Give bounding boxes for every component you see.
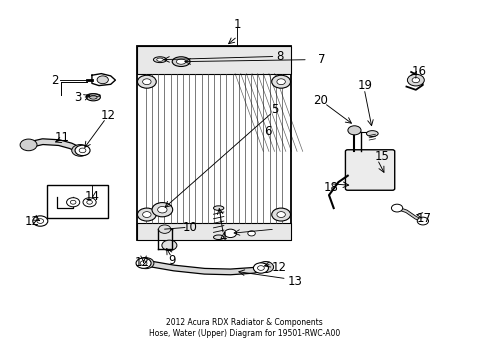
Text: 12: 12 <box>135 256 150 269</box>
Text: 3: 3 <box>74 91 81 104</box>
Circle shape <box>142 79 151 85</box>
Text: 2: 2 <box>51 73 58 87</box>
Circle shape <box>136 258 151 268</box>
Text: 20: 20 <box>312 94 327 107</box>
Text: 8: 8 <box>276 50 284 63</box>
Ellipse shape <box>156 58 163 61</box>
Circle shape <box>137 75 156 88</box>
Ellipse shape <box>172 57 190 67</box>
Text: 2012 Acura RDX Radiator & Components
Hose, Water (Upper) Diagram for 19501-RWC-A: 2012 Acura RDX Radiator & Components Hos… <box>148 318 340 338</box>
Text: 6: 6 <box>264 125 271 139</box>
Text: 14: 14 <box>84 190 99 203</box>
Ellipse shape <box>86 94 100 101</box>
Circle shape <box>162 240 177 251</box>
Circle shape <box>142 212 151 217</box>
Text: 9: 9 <box>168 254 175 267</box>
Ellipse shape <box>213 235 224 239</box>
Circle shape <box>157 207 167 213</box>
Circle shape <box>37 219 43 223</box>
Text: 16: 16 <box>411 65 426 78</box>
Circle shape <box>158 225 170 233</box>
Text: 5: 5 <box>271 103 278 116</box>
Circle shape <box>247 231 255 236</box>
Circle shape <box>271 208 290 221</box>
Circle shape <box>72 145 88 156</box>
Text: 1: 1 <box>233 18 241 31</box>
Circle shape <box>83 198 96 207</box>
Circle shape <box>20 139 37 151</box>
Circle shape <box>75 145 90 156</box>
Circle shape <box>257 261 273 273</box>
Circle shape <box>97 76 108 84</box>
Circle shape <box>70 200 76 204</box>
Circle shape <box>347 126 360 135</box>
Bar <box>47 185 108 218</box>
FancyBboxPatch shape <box>345 150 394 190</box>
Circle shape <box>152 203 172 217</box>
Text: 12: 12 <box>25 215 40 228</box>
Ellipse shape <box>176 59 185 64</box>
Circle shape <box>253 263 268 273</box>
Circle shape <box>224 229 236 238</box>
Ellipse shape <box>153 57 166 63</box>
Text: 15: 15 <box>374 150 388 163</box>
Text: 11: 11 <box>55 131 70 144</box>
Circle shape <box>257 266 264 270</box>
Circle shape <box>411 77 419 83</box>
Circle shape <box>79 148 86 153</box>
Circle shape <box>140 261 147 265</box>
Text: 10: 10 <box>183 221 198 234</box>
Ellipse shape <box>89 95 97 99</box>
Bar <box>136 222 291 240</box>
Circle shape <box>407 74 424 86</box>
Circle shape <box>137 208 156 221</box>
Bar <box>136 46 291 240</box>
Circle shape <box>416 217 427 225</box>
Text: 4: 4 <box>219 231 226 244</box>
Circle shape <box>390 204 402 212</box>
Text: 12: 12 <box>101 109 116 122</box>
Text: 17: 17 <box>416 212 431 225</box>
Text: 19: 19 <box>357 80 372 93</box>
Circle shape <box>276 79 285 85</box>
Bar <box>136 46 291 73</box>
Circle shape <box>86 200 92 204</box>
Circle shape <box>271 75 290 88</box>
Ellipse shape <box>366 131 377 136</box>
Circle shape <box>276 212 285 217</box>
Text: 18: 18 <box>323 180 338 194</box>
Circle shape <box>33 216 48 226</box>
Text: 12: 12 <box>271 261 285 274</box>
Circle shape <box>66 198 80 207</box>
Text: 7: 7 <box>318 53 325 66</box>
Circle shape <box>138 258 154 269</box>
Ellipse shape <box>213 206 224 210</box>
Text: 13: 13 <box>287 275 302 288</box>
